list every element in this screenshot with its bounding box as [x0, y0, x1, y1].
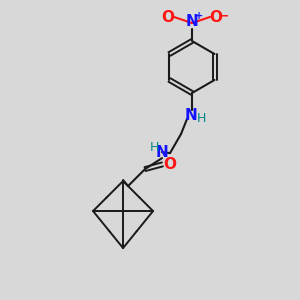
Text: +: +	[195, 11, 203, 21]
Text: H: H	[196, 112, 206, 125]
Text: O: O	[163, 157, 176, 172]
Text: N: N	[186, 14, 198, 29]
Text: O: O	[209, 10, 223, 25]
Text: H: H	[149, 141, 159, 154]
Text: −: −	[219, 10, 229, 22]
Text: N: N	[184, 107, 197, 122]
Text: N: N	[156, 145, 168, 160]
Text: O: O	[161, 10, 175, 25]
